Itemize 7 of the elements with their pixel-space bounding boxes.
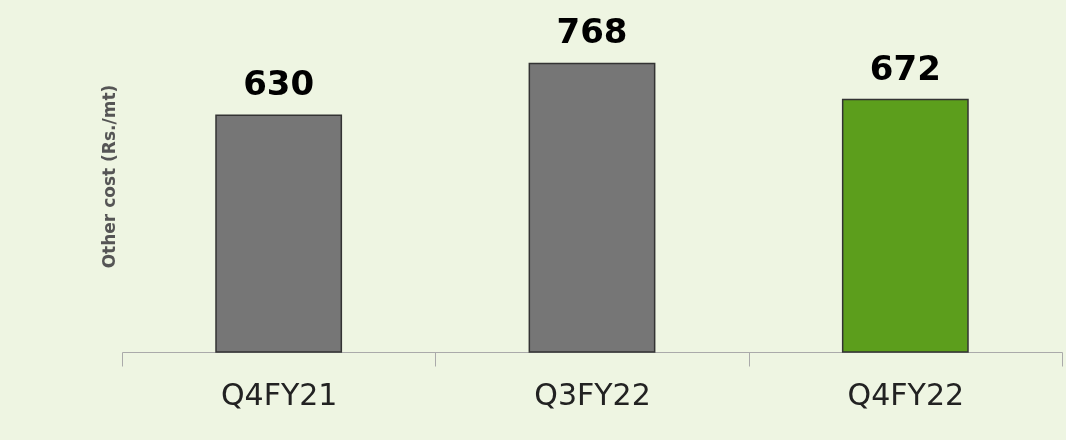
- data-label: 630: [243, 63, 315, 104]
- x-tick-label: Q4FY22: [847, 376, 965, 412]
- data-label: 672: [869, 47, 941, 88]
- y-axis-title: Other cost (Rs./mt): [98, 84, 119, 269]
- data-label: 768: [556, 11, 628, 52]
- x-tick-label: Q3FY22: [534, 376, 651, 412]
- x-tick-label: Q4FY21: [220, 376, 338, 412]
